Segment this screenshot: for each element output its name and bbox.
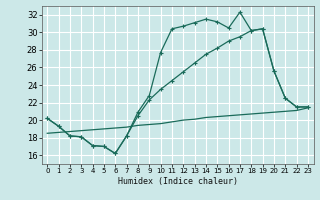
X-axis label: Humidex (Indice chaleur): Humidex (Indice chaleur) [118,177,237,186]
